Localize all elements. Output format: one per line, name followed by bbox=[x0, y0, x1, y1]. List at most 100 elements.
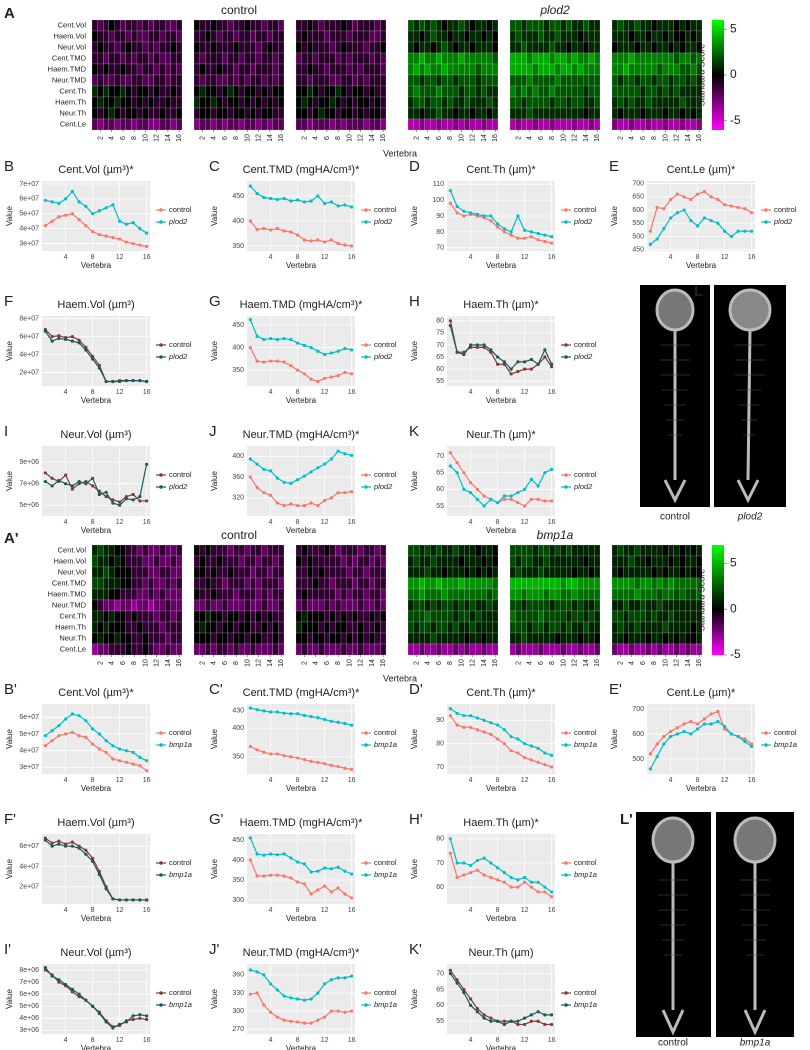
heat-cell bbox=[170, 41, 177, 54]
line-panel: I' Neur.Vol (µm³)3e+064e+065e+066e+067e+0… bbox=[4, 941, 192, 1050]
heat-cell bbox=[623, 610, 629, 623]
heat-cell bbox=[108, 632, 115, 645]
heat-cell bbox=[430, 599, 437, 612]
heat-cell bbox=[419, 74, 425, 87]
heat-cell bbox=[363, 599, 370, 612]
heat-cell bbox=[441, 107, 448, 120]
heat-cell bbox=[193, 621, 200, 634]
y-tick-label: 3e+07 bbox=[19, 240, 39, 247]
legend-label: control bbox=[169, 470, 192, 479]
heat-cell bbox=[560, 63, 567, 76]
heat-cell bbox=[509, 599, 516, 612]
heat-cell bbox=[526, 107, 533, 120]
heat-cell bbox=[634, 577, 641, 590]
heat-cell bbox=[193, 96, 200, 109]
data-point bbox=[523, 1022, 527, 1027]
data-point bbox=[723, 229, 727, 233]
data-point bbox=[750, 742, 754, 746]
heat-cell bbox=[91, 63, 98, 76]
heat-cell bbox=[369, 19, 375, 32]
heat-cell bbox=[424, 63, 431, 76]
heat-cell bbox=[594, 107, 601, 120]
heat-cell bbox=[193, 74, 200, 87]
heat-cell bbox=[142, 544, 149, 557]
heat-cell bbox=[340, 96, 347, 109]
heat-cell bbox=[685, 566, 691, 579]
heat-cell bbox=[430, 63, 437, 76]
x-tick-label: 6 bbox=[222, 136, 229, 140]
heat-cell bbox=[295, 544, 302, 557]
heat-cell bbox=[103, 63, 109, 76]
heat-cell bbox=[318, 96, 325, 109]
series-line bbox=[650, 209, 752, 245]
heat-cell bbox=[131, 632, 138, 645]
y-axis-label: Value bbox=[5, 471, 14, 491]
heat-cell bbox=[148, 555, 154, 568]
heat-cell bbox=[447, 52, 454, 65]
heat-cell bbox=[352, 107, 358, 120]
heat-cell bbox=[623, 588, 629, 601]
heat-cell bbox=[255, 41, 262, 54]
heat-cell bbox=[233, 41, 240, 54]
heat-cell bbox=[114, 19, 121, 32]
heat-cell bbox=[594, 63, 601, 76]
heat-cell bbox=[645, 621, 652, 634]
data-point bbox=[248, 475, 252, 479]
heat-cell bbox=[413, 63, 420, 76]
heat-cell bbox=[526, 643, 533, 656]
heat-cell bbox=[250, 588, 256, 601]
heat-cell bbox=[577, 621, 584, 634]
heat-cell bbox=[566, 30, 572, 43]
data-point bbox=[282, 229, 286, 233]
y-tick-label: 70 bbox=[436, 453, 444, 460]
legend-swatch bbox=[564, 473, 568, 477]
heat-cell bbox=[532, 85, 539, 98]
heat-cell bbox=[136, 577, 143, 590]
heat-cell bbox=[97, 632, 104, 645]
x-tick-label: 4 bbox=[109, 661, 116, 665]
data-point bbox=[516, 751, 520, 755]
heat-cell bbox=[679, 566, 686, 579]
heat-cell bbox=[153, 96, 160, 109]
heat-cell bbox=[244, 63, 251, 76]
heat-cell bbox=[142, 621, 149, 634]
x-tick-label: 4 bbox=[269, 254, 273, 261]
heat-cell bbox=[369, 555, 375, 568]
heat-cell bbox=[424, 577, 431, 590]
data-point bbox=[50, 729, 54, 733]
heat-cell bbox=[645, 63, 652, 76]
heat-cell bbox=[532, 41, 539, 54]
y-axis-label: Value bbox=[5, 989, 14, 1009]
heat-cell bbox=[419, 19, 425, 32]
heat-cell bbox=[588, 599, 595, 612]
heat-cell bbox=[380, 118, 387, 131]
heat-cell bbox=[295, 30, 302, 43]
heat-cell bbox=[656, 74, 663, 87]
heat-cell bbox=[103, 96, 109, 109]
heat-cell bbox=[656, 107, 663, 120]
data-point bbox=[131, 492, 135, 497]
heat-cell bbox=[651, 632, 658, 645]
heat-cell bbox=[324, 621, 330, 634]
heat-cell bbox=[210, 107, 217, 120]
series-line bbox=[449, 973, 552, 1026]
x-tick-label: 14 bbox=[481, 659, 488, 667]
heat-cell bbox=[634, 643, 641, 656]
heat-cell bbox=[380, 52, 387, 65]
heat-cell bbox=[679, 63, 686, 76]
series-line bbox=[249, 319, 352, 356]
data-point bbox=[262, 360, 266, 364]
panel-title: Cent.Le (µm)* bbox=[667, 164, 736, 176]
heat-cell bbox=[307, 85, 313, 98]
heat-cell bbox=[611, 632, 618, 645]
panel-title: Haem.Vol (µm³) bbox=[57, 817, 134, 829]
panel-label: H' bbox=[409, 811, 423, 828]
data-point bbox=[669, 197, 673, 202]
series-line bbox=[250, 969, 352, 1001]
heat-cell bbox=[640, 85, 646, 98]
heat-cell bbox=[205, 74, 211, 87]
heat-cell bbox=[469, 118, 476, 131]
heat-cell bbox=[628, 41, 635, 54]
heat-cell bbox=[634, 30, 641, 43]
